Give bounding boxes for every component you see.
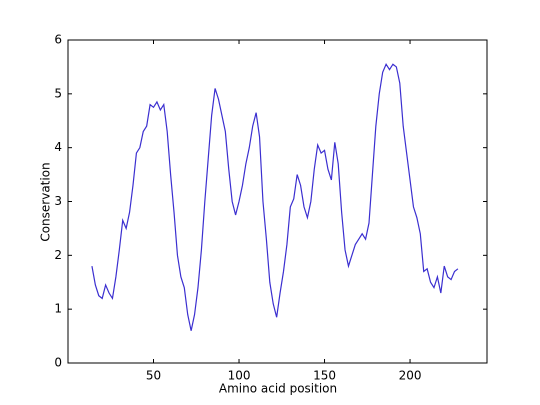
x-tick-label: 100 — [228, 369, 251, 383]
y-tick-label: 0 — [54, 356, 62, 370]
y-axis-label: Conservation — [39, 162, 53, 241]
x-tick-label: 200 — [399, 369, 422, 383]
plot-frame — [67, 39, 488, 364]
y-tick-label: 6 — [54, 33, 62, 47]
y-tick-label: 2 — [54, 248, 62, 262]
x-tick-label: 150 — [313, 369, 336, 383]
y-tick-label: 1 — [54, 302, 62, 316]
y-tick-label: 5 — [54, 86, 62, 100]
x-tick-label: 50 — [146, 369, 161, 383]
y-tick-label: 3 — [54, 194, 62, 208]
x-axis-label: Amino acid position — [219, 382, 337, 396]
line — [91, 62, 459, 331]
y-tick-label: 4 — [54, 140, 62, 154]
